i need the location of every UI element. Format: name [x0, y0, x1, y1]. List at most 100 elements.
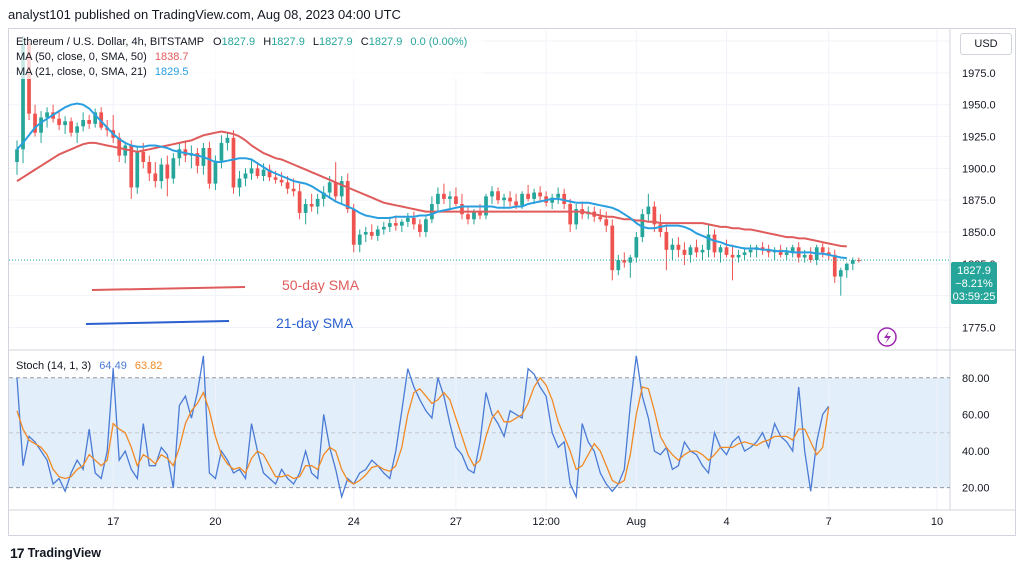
candle-body — [249, 168, 254, 174]
candle-body — [21, 43, 25, 150]
candle-body — [478, 211, 482, 216]
candle-body — [285, 182, 290, 189]
tradingview-logo-icon: 17 — [10, 545, 25, 561]
time-tick-label: 17 — [107, 516, 119, 528]
candle — [832, 249, 837, 283]
candle — [736, 249, 741, 263]
candle — [496, 187, 500, 204]
sma50-annotation: 50-day SMA — [282, 277, 360, 293]
candle-body — [333, 182, 338, 197]
price-tick-label: 1950.0 — [962, 100, 996, 112]
candle — [844, 262, 849, 278]
candle-body — [267, 169, 272, 178]
candle — [297, 183, 302, 220]
candle — [135, 145, 140, 194]
candle — [682, 242, 687, 266]
candle-body — [93, 112, 98, 124]
ma21-value: 1829.5 — [155, 66, 189, 78]
candle — [652, 201, 657, 232]
stoch-tick-label: 60.00 — [962, 409, 990, 421]
candle — [646, 193, 651, 222]
candle — [171, 153, 176, 184]
candle-body — [147, 162, 152, 174]
candle — [634, 232, 639, 263]
change-value: 0.0 (0.00%) — [410, 36, 467, 48]
candle-body — [411, 218, 416, 225]
candle — [303, 198, 308, 225]
candle — [249, 160, 254, 180]
sma50-annotation-line — [91, 286, 246, 291]
candle — [219, 135, 224, 169]
candle — [562, 188, 567, 210]
candle — [580, 201, 585, 220]
candle-body — [339, 181, 344, 197]
candle-body — [448, 196, 452, 199]
candle — [411, 211, 416, 230]
candle — [231, 130, 236, 194]
candle — [129, 140, 134, 199]
candle-body — [706, 234, 711, 250]
candle-body — [351, 209, 356, 245]
currency-button[interactable]: USD — [960, 33, 1012, 55]
candle-body — [640, 214, 645, 238]
candle-body — [670, 244, 675, 250]
sma21-annotation: 21-day SMA — [276, 315, 354, 331]
candle-body — [646, 206, 651, 215]
candle — [838, 267, 843, 296]
candle-body — [117, 137, 122, 156]
close-value: 1827.9 — [369, 36, 403, 48]
candle — [267, 164, 272, 182]
candle — [15, 140, 19, 175]
candle — [760, 242, 765, 255]
ma50-label: MA (50, close, 0, SMA, 50) — [16, 51, 147, 63]
price-tick-label: 1775.0 — [962, 322, 996, 334]
candle — [81, 112, 86, 132]
candle — [255, 162, 260, 179]
candle — [189, 145, 194, 169]
candle — [387, 216, 392, 232]
candle-body — [69, 121, 73, 133]
stoch-k-value: 64.49 — [99, 360, 127, 372]
candle — [604, 211, 609, 232]
candle-body — [748, 249, 753, 253]
candle — [405, 212, 410, 227]
candle-body — [291, 188, 296, 192]
candle — [339, 176, 344, 204]
candle — [195, 148, 200, 174]
lightning-icon[interactable] — [877, 327, 897, 347]
candle — [237, 170, 242, 197]
candle-body — [418, 224, 422, 232]
candle — [610, 219, 615, 281]
svg-text:Stoch (14, 1, 3) 64.49: Stoch (14, 1, 3) 64.49 63.82 — [16, 360, 162, 372]
candle-body — [766, 249, 771, 253]
candle-body — [195, 153, 200, 166]
candle — [225, 132, 230, 151]
candle-body — [724, 247, 729, 255]
candle-body — [820, 247, 825, 253]
candle-body — [135, 151, 140, 188]
candle — [436, 187, 440, 212]
candle-body — [129, 145, 134, 188]
candle-body — [574, 209, 579, 225]
last-price-value: 1827.9 — [957, 265, 991, 277]
publish-header: analyst101 published on TradingView.com,… — [8, 7, 401, 22]
candle — [153, 162, 158, 188]
candle-body — [598, 216, 603, 220]
candle-body — [514, 201, 518, 206]
candle-body — [297, 191, 302, 213]
candle — [63, 116, 67, 134]
candle — [375, 225, 380, 241]
sma21-annotation-line — [85, 320, 230, 325]
ma21-label: MA (21, close, 0, SMA, 21) — [16, 66, 147, 78]
chart-frame[interactable] — [8, 28, 1016, 536]
candle-body — [81, 120, 86, 127]
candle — [748, 244, 753, 258]
candle — [790, 244, 795, 258]
svg-text:MA (21, close, 0, SMA, 21): MA (21, close, 0, SMA, 21) 1829.5 — [16, 66, 189, 78]
svg-text:MA (50, close, 0, SMA, 50): MA (50, close, 0, SMA, 50) 1838.7 — [16, 51, 189, 63]
candle-body — [682, 249, 687, 255]
candle — [75, 122, 79, 143]
candle-body — [502, 197, 506, 201]
candle-body — [496, 191, 500, 201]
